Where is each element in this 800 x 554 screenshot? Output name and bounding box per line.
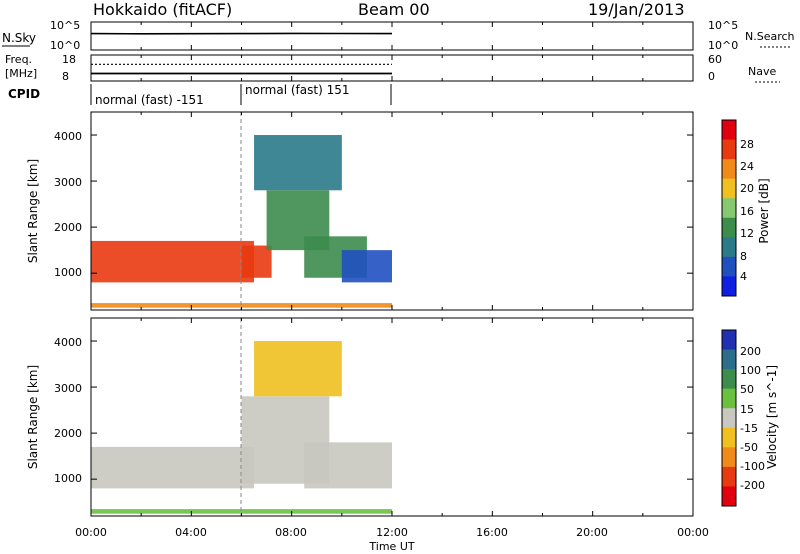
velocity-colorbar-segment — [722, 447, 736, 468]
power-colorbar-segment — [722, 120, 736, 141]
power-cbar-tick-16: 16 — [740, 205, 754, 218]
x-tick-1600: 16:00 — [476, 526, 508, 539]
velocity-ytick-3000: 3000 — [54, 382, 82, 395]
power-colorbar-frame — [721, 119, 737, 297]
nsearch-tick-bottom: 10^0 — [708, 39, 738, 52]
velocity-cbar-tick-200: 200 — [740, 345, 761, 358]
velocity-colorbar-segment — [722, 388, 736, 409]
power-colorbar-segment — [722, 276, 736, 297]
power-ytick-4000: 4000 — [54, 130, 82, 143]
power-colorbar-segment — [722, 217, 736, 238]
freq-tick-top: 18 — [62, 53, 76, 66]
power-colorbar-segment — [722, 178, 736, 199]
cpid-segment-1: normal (fast) -151 — [95, 93, 204, 107]
power-data-region — [241, 245, 272, 278]
power-cbar-tick-8: 8 — [740, 250, 747, 263]
power-y-ticks: 1000 2000 3000 4000 — [54, 130, 82, 279]
velocity-data-region — [91, 509, 392, 514]
x-tick-0400: 04:00 — [175, 526, 207, 539]
velocity-cbar-tick-neg200: -200 — [740, 479, 765, 492]
power-colorbar-segment — [722, 237, 736, 258]
x-tick-1200: 12:00 — [376, 526, 408, 539]
power-data-region — [91, 303, 392, 308]
power-cbar-tick-12: 12 — [740, 227, 754, 240]
x-tick-0000: 00:00 — [75, 526, 107, 539]
velocity-data-layer — [91, 341, 392, 514]
freq-label-line2: [MHz] — [5, 67, 37, 80]
cpid-label: CPID — [8, 87, 40, 101]
velocity-ytick-4000: 4000 — [54, 336, 82, 349]
velocity-cbar-tick-neg15: -15 — [740, 422, 758, 435]
velocity-colorbar-segment — [722, 330, 736, 351]
velocity-colorbar-segment — [722, 466, 736, 487]
power-cbar-tick-4: 4 — [740, 270, 747, 283]
velocity-colorbar-frame — [721, 329, 737, 507]
x-axis: 00:00 04:00 08:00 12:00 16:00 20:00 00:0… — [75, 526, 709, 553]
velocity-y-label: Slant Range [km] — [26, 365, 40, 469]
velocity-ytick-2000: 2000 — [54, 427, 82, 440]
velocity-colorbar-segment — [722, 349, 736, 370]
date-label: 19/Jan/2013 — [588, 0, 685, 19]
x-tick-2400: 00:00 — [677, 526, 709, 539]
nave-tick-bottom: 0 — [708, 70, 715, 83]
nsky-tick-top: 10^5 — [50, 19, 80, 32]
nsearch-tick-top: 10^5 — [708, 19, 738, 32]
power-cbar-tick-20: 20 — [740, 182, 754, 195]
nsky-tick-bottom: 10^0 — [50, 39, 80, 52]
x-axis-label: Time UT — [368, 540, 414, 553]
power-colorbar: Power [dB] 4 8 12 16 20 24 28 — [721, 119, 771, 297]
velocity-data-region — [254, 341, 342, 397]
power-data-region — [254, 135, 342, 191]
velocity-panel: 1000 2000 3000 4000 Slant Range [km] — [26, 317, 694, 517]
x-tick-2000: 20:00 — [576, 526, 608, 539]
velocity-colorbar-segment — [722, 369, 736, 390]
power-data-region — [341, 250, 392, 283]
power-y-label: Slant Range [km] — [26, 159, 40, 263]
power-data-layer — [91, 135, 392, 308]
velocity-data-region — [304, 442, 392, 489]
velocity-ytick-1000: 1000 — [54, 472, 82, 485]
velocity-colorbar: Velocity [m s^-1] 200 100 50 15 -15 -50 … — [721, 329, 779, 507]
power-data-region — [91, 240, 255, 283]
power-ytick-2000: 2000 — [54, 221, 82, 234]
power-ytick-3000: 3000 — [54, 176, 82, 189]
nsky-label: N.Sky — [2, 31, 36, 45]
plot-title: Hokkaido (fitACF) — [93, 0, 232, 19]
power-colorbar-segment — [722, 256, 736, 277]
cpid-panel: CPID normal (fast) -151 normal (fast) 15… — [8, 83, 392, 107]
freq-panel: Freq. [MHz] 18 8 60 0 Nave — [5, 53, 780, 83]
nsky-panel: N.Sky 10^5 10^0 10^5 10^0 N.Search — [2, 19, 795, 52]
nsearch-label: N.Search — [745, 30, 795, 43]
power-cbar-tick-24: 24 — [740, 160, 754, 173]
velocity-cbar-tick-100: 100 — [740, 364, 761, 377]
velocity-colorbar-segment — [722, 486, 736, 507]
power-colorbar-segment — [722, 159, 736, 180]
power-ytick-1000: 1000 — [54, 266, 82, 279]
freq-tick-bottom: 8 — [62, 70, 69, 83]
velocity-data-region — [91, 446, 255, 489]
velocity-colorbar-segment — [722, 427, 736, 448]
nave-label: Nave — [748, 65, 776, 78]
power-panel: 1000 2000 3000 4000 Slant Range [km] — [26, 111, 694, 311]
freq-label-line1: Freq. — [5, 53, 32, 66]
velocity-cbar-tick-neg100: -100 — [740, 460, 765, 473]
power-colorbar-segment — [722, 139, 736, 160]
power-colorbar-segment — [722, 198, 736, 219]
velocity-cbar-tick-neg50: -50 — [740, 441, 758, 454]
power-cbar-tick-28: 28 — [740, 138, 754, 151]
velocity-colorbar-segment — [722, 408, 736, 429]
nave-tick-top: 60 — [708, 53, 722, 66]
velocity-cbar-tick-15: 15 — [740, 403, 754, 416]
cpid-segment-2: normal (fast) 151 — [245, 83, 349, 97]
beam-label: Beam 00 — [358, 0, 430, 19]
velocity-colorbar-label: Velocity [m s^-1] — [765, 365, 779, 469]
velocity-cbar-tick-50: 50 — [740, 383, 754, 396]
power-colorbar-label: Power [dB] — [757, 178, 771, 243]
x-tick-0800: 08:00 — [275, 526, 307, 539]
